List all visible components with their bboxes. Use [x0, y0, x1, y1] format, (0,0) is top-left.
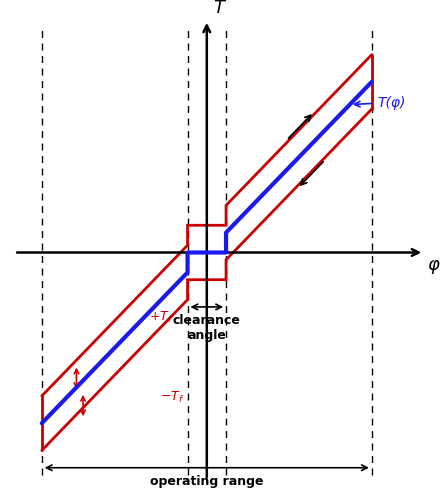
Text: $-T_f$: $-T_f$	[160, 390, 184, 404]
Text: operating range: operating range	[150, 475, 264, 488]
Text: φ: φ	[427, 256, 439, 274]
Text: clearance
angle: clearance angle	[173, 314, 241, 342]
Text: T(φ): T(φ)	[355, 96, 406, 110]
Text: $+T_f$: $+T_f$	[149, 310, 173, 325]
Text: T: T	[213, 0, 224, 18]
